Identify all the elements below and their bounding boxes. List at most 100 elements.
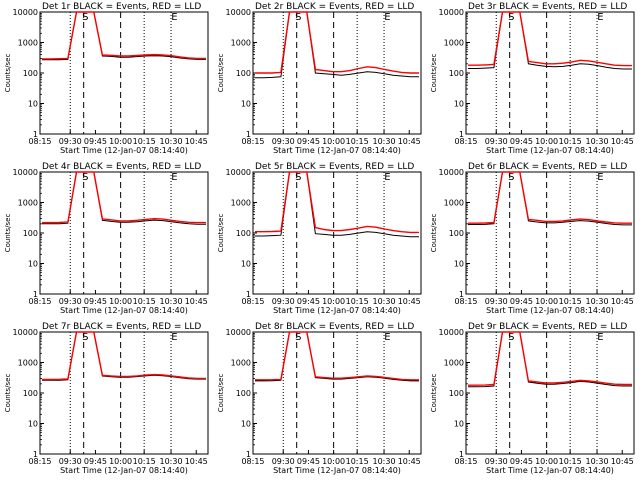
y-tick-label: 1 <box>246 130 251 139</box>
y-axis-label: Counts/sec <box>430 214 438 253</box>
x-tick-label: 10:00 <box>322 137 345 146</box>
y-tick-label: 1 <box>459 450 464 459</box>
marker-s: S <box>82 12 88 23</box>
marker-s: S <box>295 12 301 23</box>
panel-title: Det 2r BLACK = Events, RED = LLD <box>255 2 414 12</box>
marker-e: E <box>384 172 390 183</box>
x-tick-label: 10:30 <box>586 457 609 466</box>
y-tick-label: 10000 <box>13 8 38 17</box>
detector-panel-8: Det 8r BLACK = Events, RED = LLD 1 10 100 10… <box>217 322 422 475</box>
y-tick-label: 1 <box>33 450 38 459</box>
events-line <box>468 11 632 70</box>
marker-e: E <box>597 12 603 23</box>
marker-e: E <box>171 172 177 183</box>
x-tick-label: 09:45 <box>510 457 533 466</box>
y-tick-label: 1000 <box>231 359 251 368</box>
x-tick-label: 09:45 <box>510 137 533 146</box>
y-tick-label: 10 <box>28 100 38 109</box>
marker-e: E <box>171 332 177 343</box>
y-tick-label: 10 <box>454 420 464 429</box>
x-tick-label: 09:30 <box>272 297 295 306</box>
y-tick-label: 100 <box>236 69 251 78</box>
x-tick-label: 10:15 <box>559 457 582 466</box>
y-axis-label: Counts/sec <box>4 54 12 93</box>
x-tick-label: 09:45 <box>84 137 107 146</box>
y-tick-label: 100 <box>23 229 38 238</box>
marker-e: E <box>384 12 390 23</box>
x-tick-label: 10:45 <box>398 137 421 146</box>
x-tick-label: 10:00 <box>535 137 558 146</box>
events-line <box>42 11 206 61</box>
x-axis-label: Start Time (12-Jan-07 08:14:40) <box>273 306 401 315</box>
x-tick-label: 08:15 <box>241 297 264 306</box>
x-axis-label: Start Time (12-Jan-07 08:14:40) <box>273 466 401 475</box>
x-tick-label: 10:15 <box>133 137 156 146</box>
y-tick-label: 100 <box>236 229 251 238</box>
marker-s: S <box>508 332 514 343</box>
marker-s: S <box>508 172 514 183</box>
y-tick-label: 100 <box>449 389 464 398</box>
y-tick-label: 1 <box>246 450 251 459</box>
detector-panel-6: Det 6r BLACK = Events, RED = LLD 1 10 100 10… <box>430 162 635 315</box>
x-tick-label: 09:30 <box>485 297 508 306</box>
y-tick-label: 10 <box>28 420 38 429</box>
x-tick-label: 10:30 <box>160 297 183 306</box>
y-tick-label: 10000 <box>439 8 464 17</box>
x-tick-label: 09:45 <box>297 297 320 306</box>
events-line <box>255 11 419 79</box>
detector-panel-3: Det 3r BLACK = Events, RED = LLD 1 10 100 10… <box>430 2 635 155</box>
x-tick-label: 10:15 <box>346 457 369 466</box>
y-tick-label: 10000 <box>226 8 251 17</box>
x-tick-label: 10:45 <box>185 137 208 146</box>
y-tick-label: 10 <box>454 100 464 109</box>
y-tick-label: 10000 <box>439 168 464 177</box>
detector-panel-2: Det 2r BLACK = Events, RED = LLD 1 10 100 10… <box>217 2 422 155</box>
panel-title: Det 1r BLACK = Events, RED = LLD <box>42 2 201 12</box>
plot-frame <box>39 11 209 135</box>
x-tick-label: 09:45 <box>297 137 320 146</box>
x-tick-label: 09:30 <box>59 457 82 466</box>
marker-s: S <box>508 12 514 23</box>
lld-line <box>255 331 419 381</box>
plot-frame <box>465 331 635 455</box>
detector-panel-1: Det 1r BLACK = Events, RED = LLD 1 10 100 10… <box>4 2 209 155</box>
x-tick-label: 09:45 <box>297 457 320 466</box>
x-tick-label: 08:15 <box>454 137 477 146</box>
x-tick-label: 10:30 <box>373 297 396 306</box>
x-tick-label: 10:30 <box>160 137 183 146</box>
marker-s: S <box>82 172 88 183</box>
x-tick-label: 10:15 <box>346 297 369 306</box>
plot-frame <box>252 331 422 455</box>
y-tick-label: 10000 <box>226 328 251 337</box>
x-tick-label: 10:15 <box>133 457 156 466</box>
x-tick-label: 10:45 <box>185 457 208 466</box>
plot-frame <box>465 171 635 295</box>
marker-e: E <box>171 12 177 23</box>
x-tick-label: 09:30 <box>272 457 295 466</box>
panel-title: Det 8r BLACK = Events, RED = LLD <box>255 322 414 332</box>
plot-frame <box>39 171 209 295</box>
x-tick-label: 09:30 <box>272 137 295 146</box>
x-tick-label: 09:45 <box>510 297 533 306</box>
x-tick-label: 10:00 <box>109 457 132 466</box>
y-axis-label: Counts/sec <box>217 214 225 253</box>
y-tick-label: 10000 <box>13 328 38 337</box>
x-tick-label: 10:00 <box>109 137 132 146</box>
events-line <box>42 171 206 225</box>
y-tick-label: 1000 <box>231 39 251 48</box>
events-line <box>468 331 632 388</box>
x-axis-label: Start Time (12-Jan-07 08:14:40) <box>486 466 614 475</box>
panel-title: Det 5r BLACK = Events, RED = LLD <box>255 162 414 172</box>
y-tick-label: 100 <box>236 389 251 398</box>
y-axis-label: Counts/sec <box>430 374 438 413</box>
x-tick-label: 09:30 <box>59 137 82 146</box>
x-axis-label: Start Time (12-Jan-07 08:14:40) <box>486 306 614 315</box>
events-line <box>468 171 632 226</box>
x-tick-label: 10:00 <box>535 297 558 306</box>
x-tick-label: 08:15 <box>28 297 51 306</box>
marker-e: E <box>597 332 603 343</box>
lld-line <box>468 171 632 224</box>
y-tick-label: 10 <box>28 260 38 269</box>
x-tick-label: 09:45 <box>84 457 107 466</box>
x-tick-label: 09:30 <box>485 137 508 146</box>
